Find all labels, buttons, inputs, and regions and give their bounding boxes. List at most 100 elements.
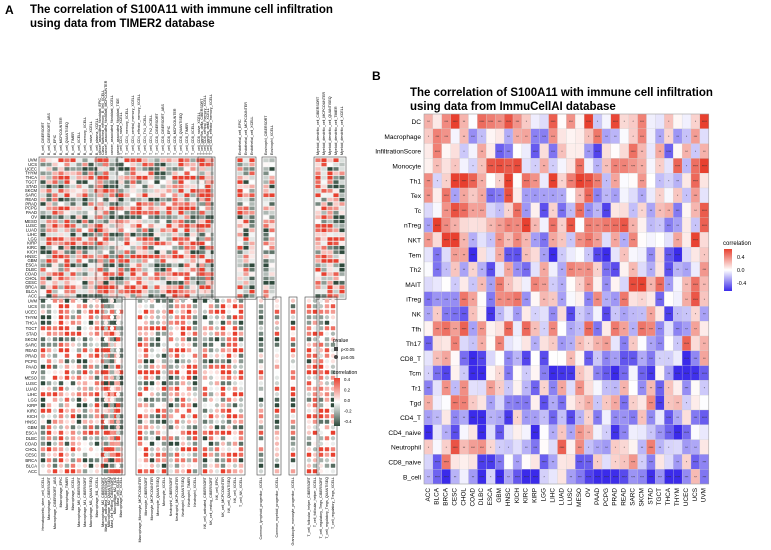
significance-mark: *** [444, 313, 448, 317]
significance-mark: * [633, 313, 635, 317]
heatmap-cell [249, 202, 255, 206]
heatmap-cell [180, 392, 186, 397]
significance-mark: * [650, 224, 652, 228]
significance-mark: ** [614, 179, 617, 183]
significance-mark: *** [507, 224, 511, 228]
heatmap-cell [208, 469, 214, 474]
heatmap-cell [664, 321, 674, 337]
heatmap-cell [237, 197, 243, 202]
heatmap-cell [82, 463, 88, 468]
heatmap-cell [192, 397, 198, 402]
significance-mark: **** [595, 253, 601, 257]
heatmap-cell [160, 280, 166, 285]
heatmap-cell [160, 250, 166, 255]
heatmap-cell [136, 188, 142, 193]
heatmap-cell [186, 441, 192, 446]
top-column-label: Endothelial_cell_XCELL [250, 116, 254, 155]
heatmap-cell [76, 403, 82, 408]
significance-mark: ** [605, 165, 608, 169]
heatmap-cell [118, 267, 124, 272]
heatmap-cell [88, 348, 94, 353]
heatmap-cell [109, 245, 115, 250]
significance-mark: *** [649, 461, 653, 465]
heatmap-cell [130, 272, 136, 277]
heatmap-cell [97, 219, 103, 224]
heatmap-cell [339, 184, 345, 189]
heatmap-cell [237, 237, 243, 242]
heatmap-cell [321, 280, 327, 285]
significance-mark: **** [622, 372, 628, 376]
column-label: HNSC [505, 488, 512, 506]
heatmap-cell [646, 158, 656, 174]
significance-mark: * [641, 298, 643, 302]
heatmap-cell [306, 348, 312, 353]
heatmap-cell [52, 180, 58, 185]
colorbar-b [724, 249, 732, 291]
heatmap-cell [46, 254, 52, 259]
heatmap-cell [202, 348, 208, 353]
heatmap-cell [220, 436, 226, 441]
heatmap-cell [243, 237, 249, 242]
significance-mark: **** [604, 209, 610, 213]
heatmap-cell [160, 285, 166, 290]
heatmap-cell [327, 206, 333, 211]
heatmap-cell [318, 452, 324, 457]
heatmap-cell [220, 375, 226, 380]
heatmap-cell [40, 289, 46, 294]
significance-mark: ** [596, 342, 599, 346]
heatmap-cell [258, 425, 264, 430]
heatmap-cell [76, 408, 82, 413]
heatmap-cell [180, 309, 186, 314]
heatmap-cell [70, 304, 76, 309]
significance-mark: ** [525, 387, 528, 391]
heatmap-cell [423, 276, 434, 292]
significance-mark: **** [595, 179, 601, 183]
significance-mark: * [535, 165, 537, 169]
heatmap-cell [330, 342, 336, 347]
significance-mark: **** [551, 416, 557, 420]
heatmap-cell [109, 397, 115, 402]
heatmap-cell [76, 180, 82, 185]
heatmap-cell [130, 202, 136, 206]
row-label: MESO [25, 375, 38, 380]
heatmap-cell [664, 291, 674, 307]
heatmap-cell [82, 241, 88, 246]
bottom-heatmap-block-group: Hematopoietic_stem_cell_XCELL Macrophage_… [25, 296, 338, 546]
heatmap-cell [103, 326, 109, 331]
heatmap-cell [76, 267, 82, 272]
heatmap-cell [40, 276, 46, 281]
significance-mark: ** [463, 253, 466, 257]
heatmap-cell [269, 232, 275, 237]
significance-mark: ** [703, 150, 706, 154]
row-label: LUSC [26, 381, 37, 386]
significance-mark: *** [542, 239, 546, 243]
row-label: Th17 [406, 341, 421, 348]
heatmap-cell [142, 232, 148, 237]
heatmap-cell [40, 175, 46, 180]
heatmap-cell [88, 202, 94, 206]
heatmap-cell [168, 425, 174, 430]
heatmap-cell [97, 245, 103, 250]
heatmap-cell [274, 463, 280, 468]
heatmap-cell [88, 414, 94, 419]
heatmap-cell [186, 370, 192, 375]
heatmap-cell [333, 245, 339, 250]
heatmap-cell [180, 337, 186, 342]
heatmap-cell [154, 293, 160, 298]
significance-mark: ** [570, 357, 573, 361]
heatmap-cell [154, 158, 160, 163]
heatmap-cell [82, 392, 88, 397]
significance-mark: *** [685, 387, 689, 391]
heatmap-cell [161, 447, 167, 452]
heatmap-cell [76, 206, 82, 211]
heatmap-cell [243, 188, 249, 193]
heatmap-cell [40, 403, 46, 408]
heatmap-cell [64, 184, 70, 189]
heatmap-cell [339, 228, 345, 233]
heatmap-cell [202, 414, 208, 419]
heatmap-cell [64, 342, 70, 347]
heatmap-cell [459, 217, 469, 233]
heatmap-cell [142, 158, 148, 163]
heatmap-cell [40, 285, 46, 290]
heatmap-cell [97, 210, 103, 215]
